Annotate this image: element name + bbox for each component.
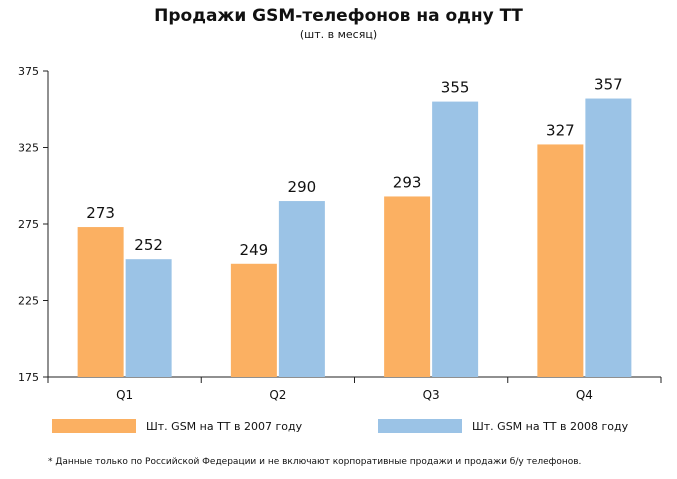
y-tick-label: 175 [18, 371, 39, 384]
bar-1-Q1 [77, 227, 124, 377]
legend-swatch [378, 419, 462, 433]
x-tick-label: Q1 [116, 388, 133, 402]
bar-2-Q2 [278, 201, 325, 377]
bar-1-Q2 [230, 263, 277, 377]
x-tick-label: Q4 [576, 388, 593, 402]
data-label: 290 [288, 178, 317, 196]
y-tick-label: 225 [18, 295, 39, 308]
legend: Шт. GSM на ТТ в 2007 году Шт. GSM на ТТ в… [52, 419, 629, 433]
data-labels: 273 252 249 290 293 355 327 357 [86, 76, 622, 259]
y-tick-label: 275 [18, 218, 39, 231]
chart-subtitle: (шт. в месяц) [299, 28, 378, 41]
y-tick-label: 375 [18, 65, 39, 78]
bars [77, 98, 632, 377]
chart-title: Продажи GSM-телефонов на одну ТТ [154, 6, 523, 26]
data-label: 355 [441, 79, 470, 97]
legend-label: Шт. GSM на ТТ в 2008 году [472, 420, 629, 433]
data-label: 249 [240, 241, 269, 259]
bar-1-Q3 [384, 196, 431, 377]
data-label: 252 [134, 236, 163, 254]
legend-swatch [52, 419, 136, 433]
bar-1-Q4 [537, 144, 584, 377]
x-tick-label: Q2 [269, 388, 286, 402]
x-tick-label: Q3 [423, 388, 440, 402]
bar-2-Q4 [585, 98, 632, 377]
y-tick-label: 325 [18, 142, 39, 155]
data-label: 293 [393, 173, 422, 191]
bar-2-Q3 [432, 101, 479, 377]
legend-label: Шт. GSM на ТТ в 2007 году [146, 420, 303, 433]
bar-2-Q1 [125, 259, 172, 377]
data-label: 273 [86, 204, 115, 222]
footnote: * Данные только по Российской Федерации … [48, 457, 582, 467]
data-label: 327 [546, 121, 575, 139]
data-label: 357 [594, 76, 623, 94]
